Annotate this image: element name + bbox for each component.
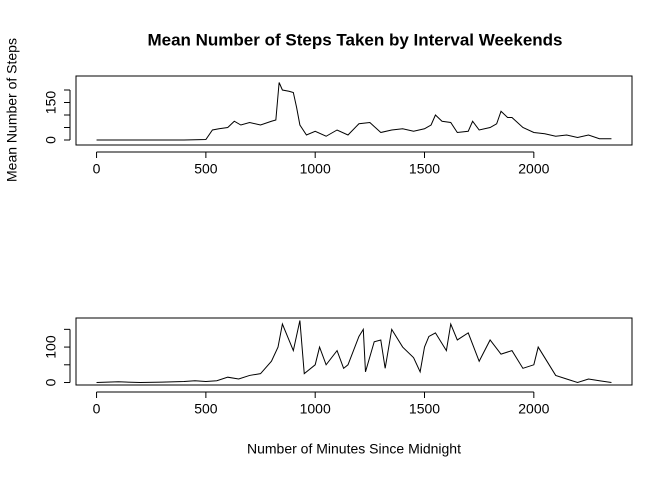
y-tick-label: 0 bbox=[43, 378, 59, 386]
y-axis-label: Mean Number of Steps bbox=[4, 38, 20, 182]
x-tick-label: 500 bbox=[194, 401, 218, 417]
y-tick-label: 100 bbox=[43, 335, 59, 359]
y-tick-label: 150 bbox=[43, 91, 59, 115]
y-tick-label: 0 bbox=[43, 136, 59, 144]
x-tick-label: 1000 bbox=[300, 161, 331, 177]
plot-box bbox=[75, 317, 633, 386]
series-line bbox=[96, 320, 612, 384]
x-tick-label: 1500 bbox=[409, 161, 440, 177]
x-tick-label: 2000 bbox=[518, 401, 549, 417]
plot-box bbox=[75, 75, 633, 146]
chart-title: Mean Number of Steps Taken by Interval W… bbox=[147, 30, 562, 49]
x-tick-label: 1000 bbox=[300, 401, 331, 417]
x-tick-label: 2000 bbox=[518, 161, 549, 177]
series-line bbox=[96, 82, 612, 141]
x-tick-label: 500 bbox=[194, 161, 218, 177]
x-tick-label: 0 bbox=[93, 161, 101, 177]
x-tick-label: 0 bbox=[93, 401, 101, 417]
x-axis-label: Number of Minutes Since Midnight bbox=[247, 441, 461, 457]
x-tick-label: 1500 bbox=[409, 401, 440, 417]
